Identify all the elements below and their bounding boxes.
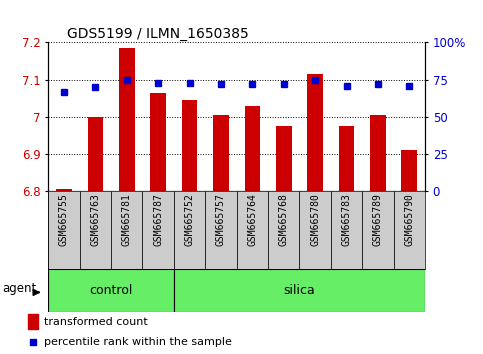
Bar [80, 191, 111, 269]
Text: GSM665768: GSM665768 [279, 194, 289, 246]
Bar [213, 115, 229, 191]
Text: transformed count: transformed count [44, 316, 148, 327]
Bar [48, 191, 80, 269]
Text: GSM665764: GSM665764 [247, 194, 257, 246]
Bar [362, 191, 394, 269]
Text: GSM665787: GSM665787 [153, 194, 163, 246]
Text: control: control [89, 284, 133, 297]
Bar [268, 191, 299, 269]
Text: silica: silica [284, 284, 315, 297]
Bar [237, 191, 268, 269]
Bar [48, 269, 174, 312]
Bar [28, 314, 38, 329]
Bar [87, 117, 103, 191]
Text: agent: agent [2, 282, 37, 295]
Text: GSM665752: GSM665752 [185, 194, 195, 246]
Text: GSM665790: GSM665790 [404, 194, 414, 246]
Text: GSM665755: GSM665755 [59, 194, 69, 246]
Bar [111, 191, 142, 269]
Text: GSM665757: GSM665757 [216, 194, 226, 246]
Bar [276, 126, 292, 191]
Text: GSM665783: GSM665783 [341, 194, 352, 246]
Bar [174, 191, 205, 269]
Bar [119, 48, 135, 191]
Bar [174, 269, 425, 312]
Bar [339, 126, 355, 191]
Bar [182, 100, 198, 191]
Bar [307, 74, 323, 191]
Bar [299, 191, 331, 269]
Text: GSM665763: GSM665763 [90, 194, 100, 246]
Bar [244, 106, 260, 191]
Text: percentile rank within the sample: percentile rank within the sample [44, 337, 232, 347]
Bar [370, 115, 386, 191]
Text: GSM665780: GSM665780 [310, 194, 320, 246]
Bar [56, 189, 72, 191]
Text: GSM665789: GSM665789 [373, 194, 383, 246]
Bar [331, 191, 362, 269]
Bar [394, 191, 425, 269]
Bar [401, 150, 417, 191]
Bar [205, 191, 237, 269]
Text: GDS5199 / ILMN_1650385: GDS5199 / ILMN_1650385 [67, 28, 249, 41]
Bar [150, 93, 166, 191]
Text: GSM665781: GSM665781 [122, 194, 132, 246]
Bar [142, 191, 174, 269]
